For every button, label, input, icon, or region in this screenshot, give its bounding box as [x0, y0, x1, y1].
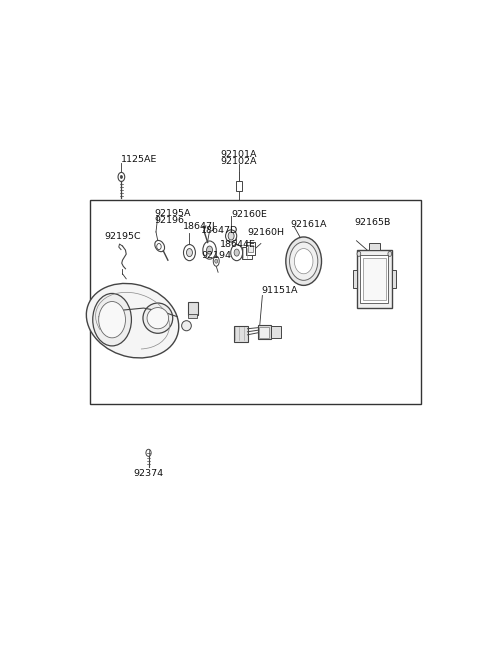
Circle shape [93, 293, 132, 346]
Bar [271, 326, 281, 338]
Text: 92165B: 92165B [354, 218, 390, 227]
Text: 18647D: 18647D [201, 227, 238, 235]
Circle shape [203, 241, 216, 259]
Circle shape [231, 244, 243, 261]
Text: 18647J: 18647J [183, 223, 216, 231]
Circle shape [156, 244, 161, 250]
Text: 92195A: 92195A [155, 209, 192, 218]
Bar [242, 246, 252, 259]
Circle shape [234, 249, 240, 256]
Bar [248, 245, 253, 252]
Circle shape [118, 172, 125, 181]
Bar [362, 258, 386, 300]
Bar [234, 326, 248, 342]
Text: 92196: 92196 [155, 215, 185, 225]
Circle shape [183, 244, 195, 261]
Text: 92161A: 92161A [290, 220, 327, 229]
Circle shape [286, 237, 322, 286]
Bar [188, 302, 198, 314]
Text: 92374: 92374 [133, 468, 164, 477]
Circle shape [120, 176, 122, 178]
Circle shape [146, 449, 151, 457]
Circle shape [206, 246, 213, 254]
Circle shape [215, 259, 218, 263]
Text: 92160E: 92160E [232, 210, 268, 219]
Ellipse shape [213, 256, 219, 266]
Bar [246, 242, 255, 255]
Text: 92160H: 92160H [248, 229, 285, 237]
Bar [353, 270, 357, 288]
Bar [360, 255, 388, 303]
Circle shape [289, 242, 318, 280]
Bar [357, 250, 392, 308]
Text: 92102A: 92102A [220, 157, 257, 166]
Ellipse shape [181, 321, 192, 331]
Circle shape [357, 252, 361, 256]
Bar [392, 270, 396, 288]
Bar [258, 326, 271, 339]
Text: 92195C: 92195C [104, 233, 141, 242]
Circle shape [99, 301, 125, 338]
Ellipse shape [86, 284, 179, 358]
Ellipse shape [147, 308, 168, 329]
Text: 91151A: 91151A [262, 286, 298, 295]
Circle shape [228, 232, 234, 240]
Text: 92194: 92194 [202, 251, 231, 260]
Circle shape [294, 248, 313, 274]
Ellipse shape [155, 240, 165, 252]
Bar [369, 243, 380, 250]
Bar [236, 181, 241, 191]
Text: 92101A: 92101A [220, 150, 257, 159]
Bar [90, 200, 421, 404]
Bar [188, 314, 197, 318]
Circle shape [186, 248, 192, 257]
Ellipse shape [143, 303, 173, 333]
Bar [259, 327, 269, 338]
Text: 1125AE: 1125AE [121, 155, 158, 164]
Circle shape [388, 252, 392, 256]
Ellipse shape [226, 230, 237, 242]
Text: 18644E: 18644E [220, 240, 256, 248]
